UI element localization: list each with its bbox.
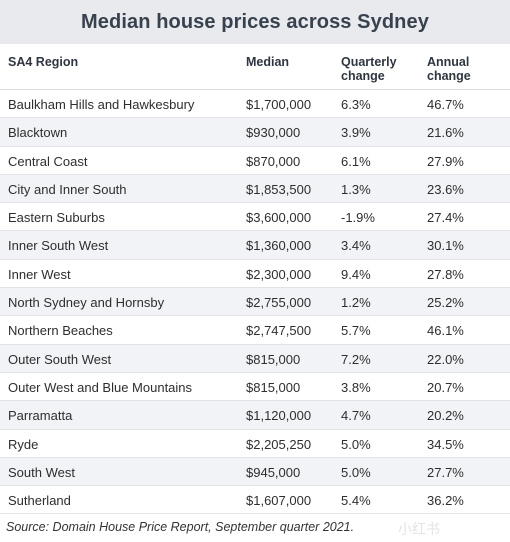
cell-quarterly-change: 3.8% — [341, 379, 371, 395]
header-quarterly-line1: Quarterly — [341, 55, 397, 69]
cell-median: $2,747,500 — [246, 323, 312, 339]
header-median: Median — [246, 55, 290, 69]
cell-region: Eastern Suburbs — [8, 210, 105, 226]
header-annual-line1: Annual — [427, 55, 470, 69]
table-row: Sutherland $1,607,000 5.4% 36.2% — [0, 486, 510, 515]
table-row: Inner West $2,300,000 9.4% 27.8% — [0, 260, 510, 289]
cell-annual-change: 20.7% — [427, 379, 464, 395]
cell-annual-change: 21.6% — [427, 125, 464, 141]
cell-annual-change: 22.0% — [427, 351, 464, 367]
cell-median: $945,000 — [246, 464, 301, 480]
cell-quarterly-change: 4.7% — [341, 408, 371, 424]
cell-region: Ryde — [8, 436, 39, 452]
header-annual-change: Annual change — [427, 55, 471, 83]
table-header: SA4 Region Median Quarterly change Annua… — [0, 44, 510, 90]
cell-annual-change: 46.7% — [427, 97, 464, 112]
cell-median: $1,360,000 — [246, 238, 312, 254]
cell-quarterly-change: 5.7% — [341, 323, 371, 339]
cell-median: $930,000 — [246, 125, 301, 141]
cell-median: $2,205,250 — [246, 436, 312, 452]
cell-quarterly-change: 7.2% — [341, 351, 371, 367]
cell-median: $1,700,000 — [246, 97, 312, 112]
cell-region: Outer West and Blue Mountains — [8, 379, 193, 395]
cell-annual-change: 34.5% — [427, 436, 464, 452]
cell-region: City and Inner South — [8, 181, 127, 197]
page-title: Median house prices across Sydney — [81, 10, 429, 33]
table-row: Baulkham Hills and Hawkesbury $1,700,000 6… — [0, 90, 510, 119]
cell-median: $1,120,000 — [246, 408, 312, 424]
cell-median: $1,607,000 — [246, 493, 312, 509]
title-bar: Median house prices across Sydney — [0, 0, 510, 44]
cell-region: Parramatta — [8, 408, 73, 424]
cell-region: Northern Beaches — [8, 323, 113, 339]
cell-annual-change: 30.1% — [427, 238, 464, 254]
table-row: North Sydney and Hornsby $2,755,000 1.2% 25… — [0, 288, 510, 317]
table-row: Parramatta $1,120,000 4.7% 20.2% — [0, 401, 510, 430]
cell-median: $2,300,000 — [246, 266, 312, 282]
cell-quarterly-change: 6.3% — [341, 97, 371, 112]
cell-median: $870,000 — [246, 153, 301, 169]
table-row: Outer West and Blue Mountains $815,000 3.8… — [0, 373, 510, 402]
table-row: Eastern Suburbs $3,600,000 -1.9% 27.4% — [0, 203, 510, 232]
cell-quarterly-change: 5.0% — [341, 464, 371, 480]
cell-median: $2,755,000 — [246, 295, 312, 311]
cell-region: Inner West — [8, 266, 71, 282]
cell-annual-change: 23.6% — [427, 181, 464, 197]
cell-region: Baulkham Hills and Hawkesbury — [8, 97, 195, 112]
cell-quarterly-change: 3.9% — [341, 125, 371, 141]
cell-quarterly-change: 1.2% — [341, 295, 371, 311]
table-row: Central Coast $870,000 6.1% 27.9% — [0, 147, 510, 175]
cell-quarterly-change: 9.4% — [341, 266, 371, 282]
header-quarterly-change: Quarterly change — [341, 55, 397, 83]
cell-quarterly-change: 1.3% — [341, 181, 371, 197]
cell-region: Central Coast — [8, 153, 88, 169]
cell-annual-change: 27.4% — [427, 210, 464, 226]
cell-quarterly-change: 3.4% — [341, 238, 371, 254]
cell-median: $815,000 — [246, 379, 301, 395]
cell-quarterly-change: 5.4% — [341, 493, 371, 509]
table-row: Outer South West $815,000 7.2% 22.0% — [0, 344, 510, 373]
header-annual-line2: change — [427, 69, 471, 83]
cell-annual-change: 20.2% — [427, 408, 464, 424]
cell-annual-change: 27.9% — [427, 153, 464, 169]
table-row: City and Inner South $1,853,500 1.3% 23.6% — [0, 174, 510, 204]
cell-annual-change: 36.2% — [427, 493, 464, 509]
cell-median: $3,600,000 — [246, 210, 312, 226]
cell-annual-change: 46.1% — [427, 323, 464, 339]
table-body: Baulkham Hills and Hawkesbury $1,700,000 6… — [0, 90, 510, 515]
table-row: Ryde $2,205,250 5.0% 34.5% — [0, 430, 510, 458]
cell-median: $1,853,500 — [246, 181, 312, 197]
source-note: Source: Domain House Price Report, Septe… — [6, 520, 355, 534]
header-quarterly-line2: change — [341, 69, 385, 83]
table-row: Northern Beaches $2,747,500 5.7% 46.1% — [0, 316, 510, 345]
watermark: 小红书 — [398, 521, 440, 537]
header-region: SA4 Region — [8, 55, 79, 69]
cell-quarterly-change: 5.0% — [341, 436, 371, 452]
cell-annual-change: 25.2% — [427, 295, 464, 311]
table-row: Inner South West $1,360,000 3.4% 30.1% — [0, 231, 510, 260]
cell-median: $815,000 — [246, 351, 301, 367]
cell-region: Outer South West — [8, 351, 112, 367]
cell-region: North Sydney and Hornsby — [8, 295, 165, 311]
table-row: South West $945,000 5.0% 27.7% — [0, 457, 510, 487]
cell-annual-change: 27.7% — [427, 464, 464, 480]
cell-region: Inner South West — [8, 238, 109, 254]
cell-region: Sutherland — [8, 493, 71, 509]
cell-quarterly-change: 6.1% — [341, 153, 371, 169]
cell-region: Blacktown — [8, 125, 68, 141]
cell-region: South West — [8, 464, 75, 480]
table-row: Blacktown $930,000 3.9% 21.6% — [0, 118, 510, 147]
cell-quarterly-change: -1.9% — [341, 210, 375, 226]
cell-annual-change: 27.8% — [427, 266, 464, 282]
